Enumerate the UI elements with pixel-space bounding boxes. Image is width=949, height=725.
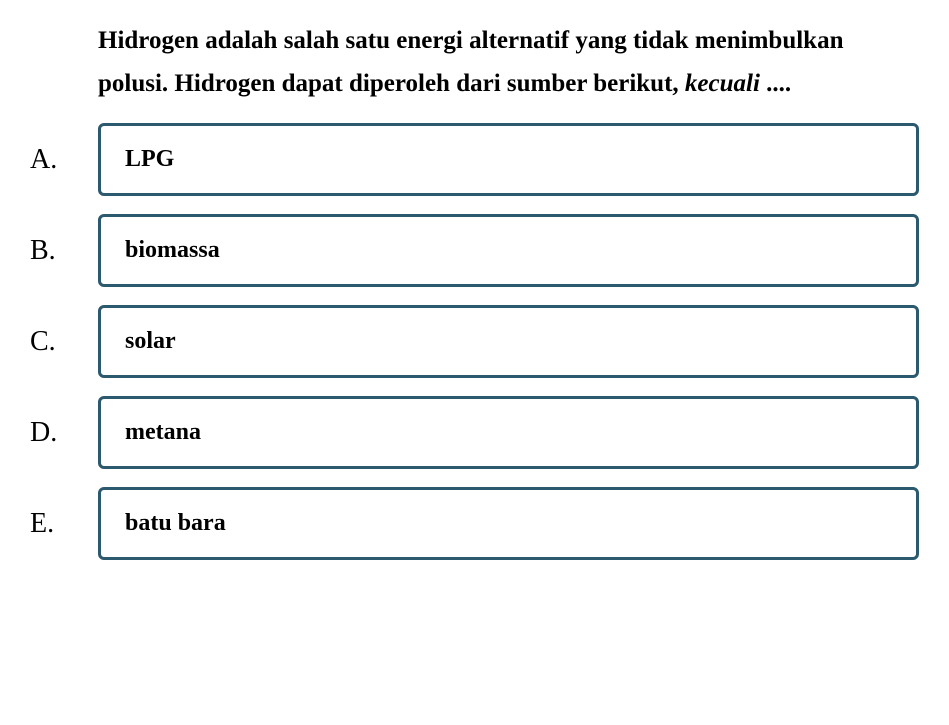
- question-text: Hidrogen adalah salah satu energi altern…: [98, 20, 919, 105]
- option-box-e[interactable]: batu bara: [98, 487, 919, 560]
- question-italic: kecuali: [685, 70, 760, 97]
- option-text: batu bara: [125, 510, 226, 536]
- option-text: LPG: [125, 146, 174, 172]
- option-text: metana: [125, 419, 201, 445]
- option-letter: D.: [30, 417, 80, 449]
- option-box-b[interactable]: biomassa: [98, 214, 919, 287]
- options-list: A. LPG B. biomassa C. solar D. metana E.: [30, 123, 919, 560]
- option-letter: E.: [30, 508, 80, 540]
- option-box-c[interactable]: solar: [98, 305, 919, 378]
- option-row-d: D. metana: [30, 396, 919, 469]
- option-row-c: C. solar: [30, 305, 919, 378]
- option-text: biomassa: [125, 237, 220, 263]
- question-container: Hidrogen adalah salah satu energi altern…: [30, 20, 919, 560]
- question-part2: ....: [760, 70, 791, 97]
- option-row-b: B. biomassa: [30, 214, 919, 287]
- option-box-d[interactable]: metana: [98, 396, 919, 469]
- option-box-a[interactable]: LPG: [98, 123, 919, 196]
- option-text: solar: [125, 328, 176, 354]
- option-row-a: A. LPG: [30, 123, 919, 196]
- option-letter: B.: [30, 235, 80, 267]
- option-letter: C.: [30, 326, 80, 358]
- option-letter: A.: [30, 144, 80, 176]
- option-row-e: E. batu bara: [30, 487, 919, 560]
